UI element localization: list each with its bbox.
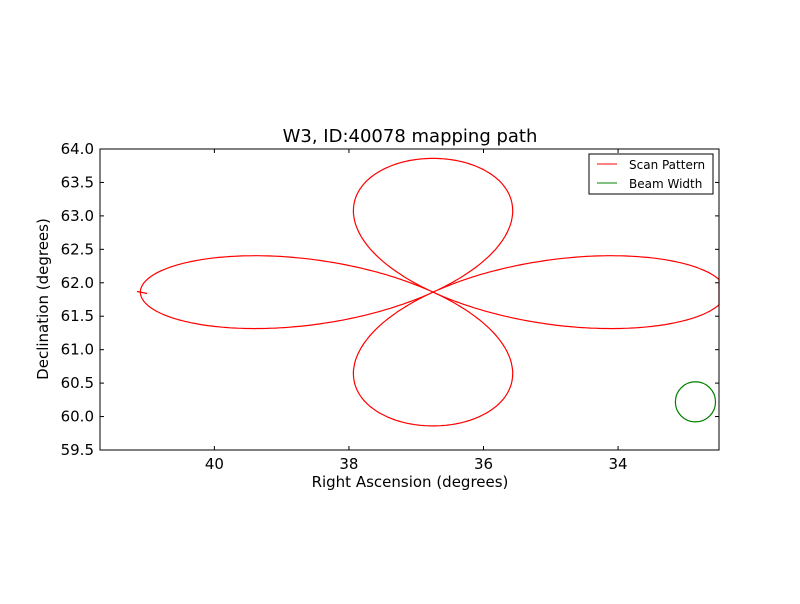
scan-pattern-line [136, 157, 720, 427]
x-tick-label: 36 [474, 455, 493, 473]
x-axis-label: Right Ascension (degrees) [312, 473, 509, 491]
y-tick-label: 62.5 [61, 240, 94, 258]
y-tick-label: 63.5 [61, 173, 94, 191]
y-tick-label: 60.0 [61, 408, 94, 426]
y-tick-label: 59.5 [61, 441, 94, 459]
y-tick-label: 61.5 [61, 307, 94, 325]
x-tick-label: 34 [609, 455, 628, 473]
legend-label-beam-width: Beam Width [629, 177, 702, 191]
y-tick-label: 61.0 [61, 341, 94, 359]
plot-area [136, 157, 720, 427]
y-tick-label: 64.0 [61, 140, 94, 158]
legend-box [588, 153, 714, 195]
y-axis-label: Declination (degrees) [34, 218, 52, 380]
x-tick-label: 38 [339, 455, 358, 473]
axis-ticks: 40 38 36 34 59.5 60.0 60.5 61.0 61.5 62.0 62.5 63.0… [61, 140, 719, 473]
chart-title: W3, ID:40078 mapping path [283, 126, 538, 147]
legend: Scan Pattern Beam Width [588, 153, 714, 195]
beam-width-circle [674, 381, 717, 423]
y-tick-label: 63.0 [61, 207, 94, 225]
y-tick-label: 62.0 [61, 274, 94, 292]
plot-frame [99, 148, 720, 451]
x-tick-label: 40 [205, 455, 224, 473]
legend-label-scan-pattern: Scan Pattern [629, 158, 705, 172]
y-tick-label: 60.5 [61, 374, 94, 392]
